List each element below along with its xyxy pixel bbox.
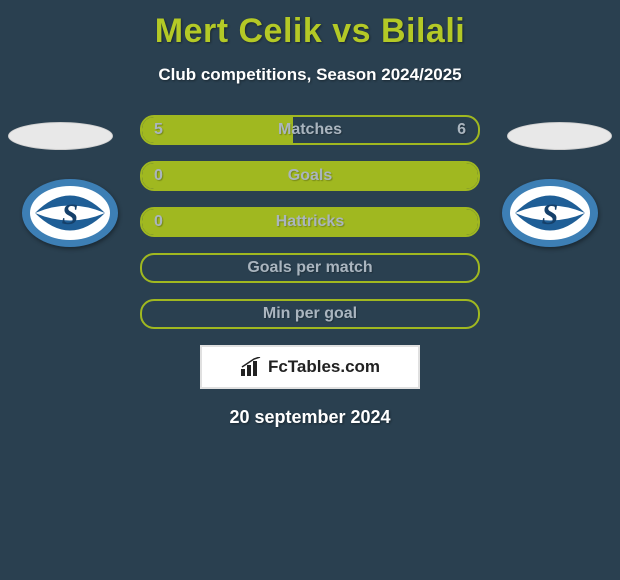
page-title: Mert Celik vs Bilali xyxy=(0,0,620,51)
stat-label: Min per goal xyxy=(142,301,478,327)
stat-label: Goals per match xyxy=(142,255,478,281)
date-text: 20 september 2024 xyxy=(0,407,620,428)
stat-right-value xyxy=(454,255,478,281)
stat-row-goals-per-match: Goals per match xyxy=(140,253,480,283)
stat-label: Goals xyxy=(142,163,478,189)
svg-text:S: S xyxy=(62,198,79,231)
stat-label: Matches xyxy=(142,117,478,143)
subtitle: Club competitions, Season 2024/2025 xyxy=(0,65,620,85)
stat-right-value: 6 xyxy=(445,117,478,143)
left-club-badge: S xyxy=(20,178,120,248)
left-placeholder-ellipse xyxy=(8,122,113,150)
right-club-badge: S xyxy=(500,178,600,248)
right-placeholder-ellipse xyxy=(507,122,612,150)
stat-row-goals: 0 Goals xyxy=(140,161,480,191)
stat-right-value xyxy=(454,301,478,327)
stat-right-value xyxy=(454,163,478,189)
stat-row-min-per-goal: Min per goal xyxy=(140,299,480,329)
brand-box[interactable]: FcTables.com xyxy=(200,345,420,389)
stat-row-matches: 5 Matches 6 xyxy=(140,115,480,145)
stat-right-value xyxy=(454,209,478,235)
chart-icon xyxy=(240,357,262,377)
stat-row-hattricks: 0 Hattricks xyxy=(140,207,480,237)
stat-label: Hattricks xyxy=(142,209,478,235)
stats-container: 5 Matches 6 0 Goals 0 Hattricks Goals pe… xyxy=(140,115,480,329)
brand-text: FcTables.com xyxy=(268,357,380,377)
svg-text:S: S xyxy=(542,198,559,231)
